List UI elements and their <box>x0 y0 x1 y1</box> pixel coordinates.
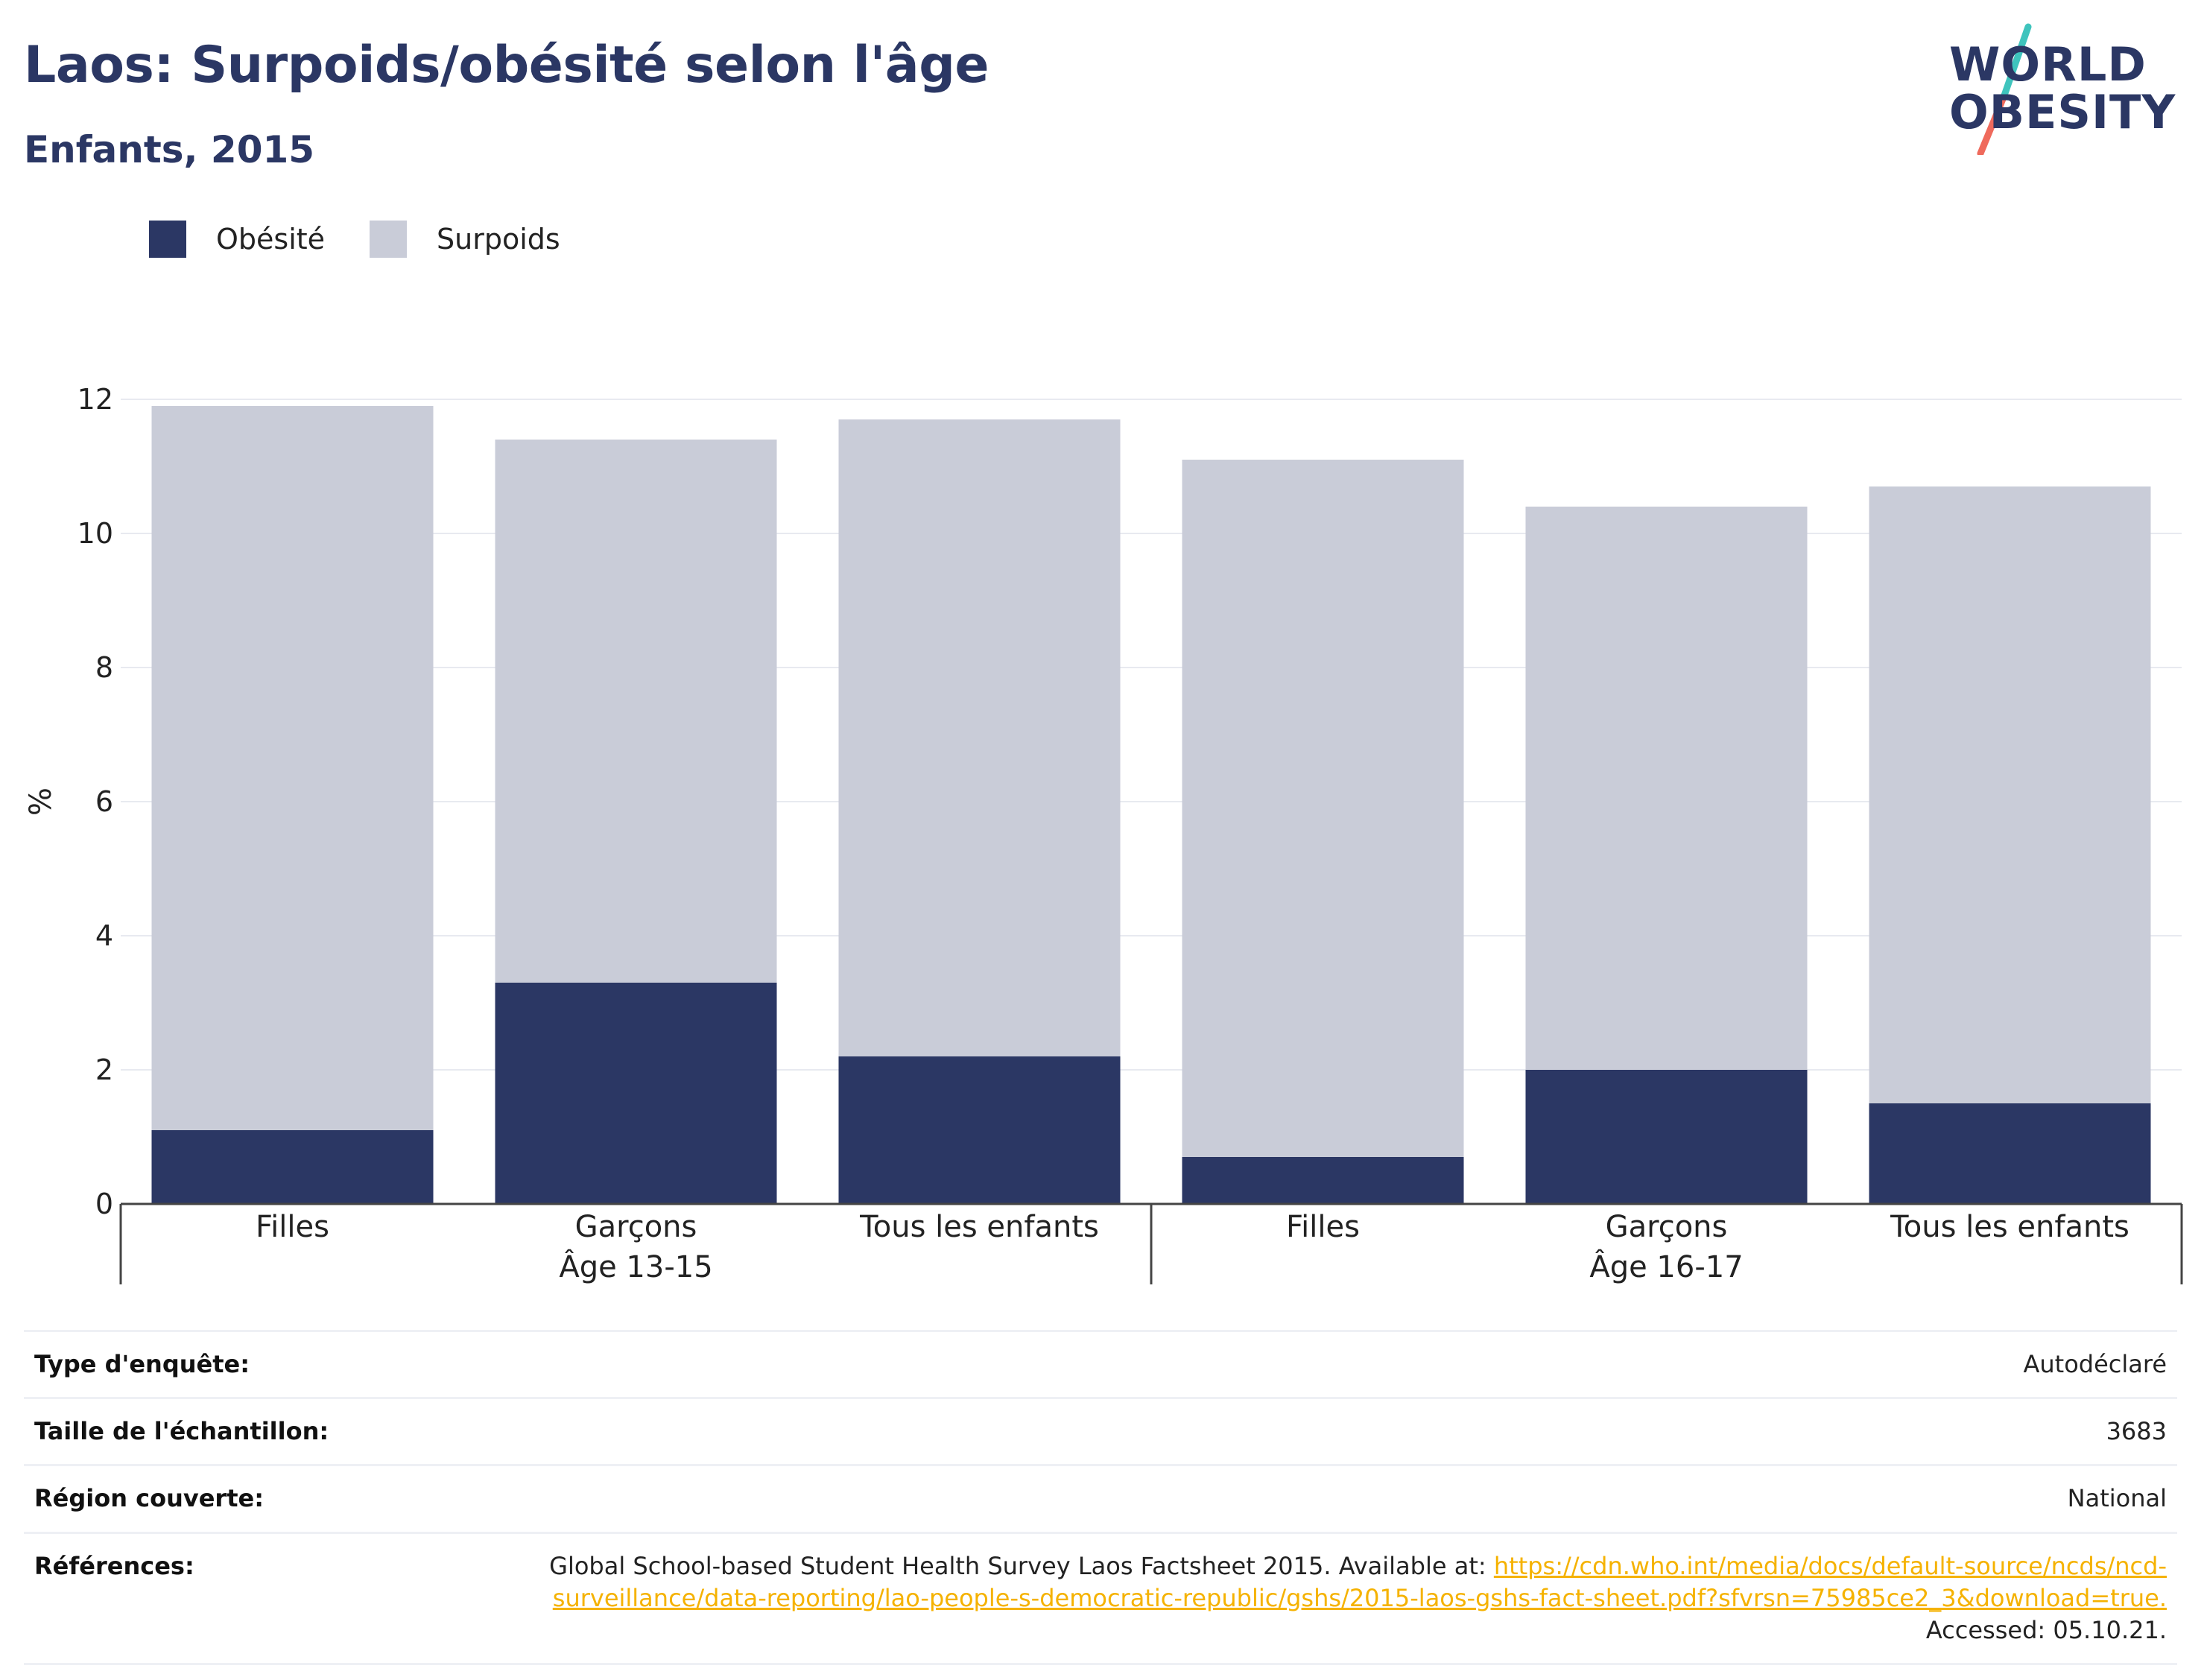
x-tick-label: Garçons <box>575 1210 697 1244</box>
x-tick-label: Filles <box>1286 1210 1360 1244</box>
info-row-sample-size: Taille de l'échantillon: 3683 <box>24 1397 2177 1465</box>
bar-overweight <box>1525 507 1808 1070</box>
group-label: Âge 13-15 <box>559 1249 712 1284</box>
info-label: Type d'enquête: <box>24 1329 492 1398</box>
bar-obesity <box>1182 1157 1464 1204</box>
info-row-survey-type: Type d'enquête: Autodéclaré <box>24 1329 2177 1398</box>
legend-label-overweight: Surpoids <box>437 223 560 256</box>
bar-overweight <box>1869 486 2151 1103</box>
bar-obesity <box>1525 1070 1808 1204</box>
info-value: National <box>492 1464 2177 1533</box>
legend-label-obesity: Obésité <box>216 223 326 256</box>
bar-overweight <box>1182 460 1464 1157</box>
bar-overweight <box>151 406 434 1130</box>
legend-item-overweight[interactable]: Surpoids <box>370 221 560 258</box>
bar-overweight <box>495 440 777 983</box>
bar-obesity <box>838 1056 1121 1204</box>
legend-swatch-obesity <box>149 221 186 258</box>
y-tick-label: 2 <box>95 1053 113 1086</box>
chart-subtitle: Enfants, 2015 <box>24 128 315 171</box>
chart-title: Laos: Surpoids/obésité selon l'âge <box>24 36 989 95</box>
info-value: 3683 <box>492 1397 2177 1465</box>
logo-word-obesity: OBESITY <box>1949 85 2176 139</box>
references-text: Global School-based Student Health Surve… <box>549 1551 1494 1580</box>
x-tick-label: Tous les enfants <box>1890 1210 2129 1244</box>
bar-obesity <box>1869 1103 2151 1204</box>
info-label: Références: <box>24 1531 492 1666</box>
info-value: Autodéclaré <box>492 1329 2177 1398</box>
bar-overweight <box>838 419 1121 1056</box>
bar-obesity <box>495 983 777 1204</box>
y-tick-label: 0 <box>95 1188 113 1220</box>
info-row-region: Région couverte: National <box>24 1464 2177 1533</box>
world-obesity-logo: WORLD OBESITY <box>1937 21 2191 155</box>
x-tick-label: Garçons <box>1606 1210 1728 1244</box>
y-tick-label: 10 <box>77 517 113 550</box>
x-tick-label: Tous les enfants <box>859 1210 1099 1244</box>
bar-chart: 0 2 4 6 8 10 12% Filles Garçons Tous les enfants F… <box>24 383 2183 1284</box>
bar-obesity <box>151 1130 434 1204</box>
legend-swatch-overweight <box>370 221 408 258</box>
references-value: Global School-based Student Health Surve… <box>492 1531 2177 1666</box>
y-axis-label: % <box>24 787 58 816</box>
info-label: Région couverte: <box>24 1464 492 1533</box>
group-label: Âge 16-17 <box>1589 1249 1743 1284</box>
logo-word-world: WORLD <box>1949 37 2147 92</box>
y-tick-label: 8 <box>95 651 113 684</box>
reference-link[interactable]: https://cdn.who.int/media/docs/default-s… <box>552 1551 2167 1612</box>
y-tick-label: 4 <box>95 919 113 952</box>
survey-info-table: Type d'enquête: Autodéclaré Taille de l'… <box>24 1329 2177 1666</box>
info-label: Taille de l'échantillon: <box>24 1397 492 1465</box>
x-tick-label: Filles <box>256 1210 329 1244</box>
legend: Obésité Surpoids <box>149 221 605 258</box>
legend-item-obesity[interactable]: Obésité <box>149 221 325 258</box>
logo-slash-icon <box>1977 23 2032 155</box>
y-tick-label: 6 <box>95 785 113 818</box>
y-tick-label: 12 <box>77 383 113 416</box>
references-accessed: Accessed: 05.10.21. <box>1925 1615 2167 1644</box>
info-row-references: Références: Global School-based Student … <box>24 1531 2177 1666</box>
